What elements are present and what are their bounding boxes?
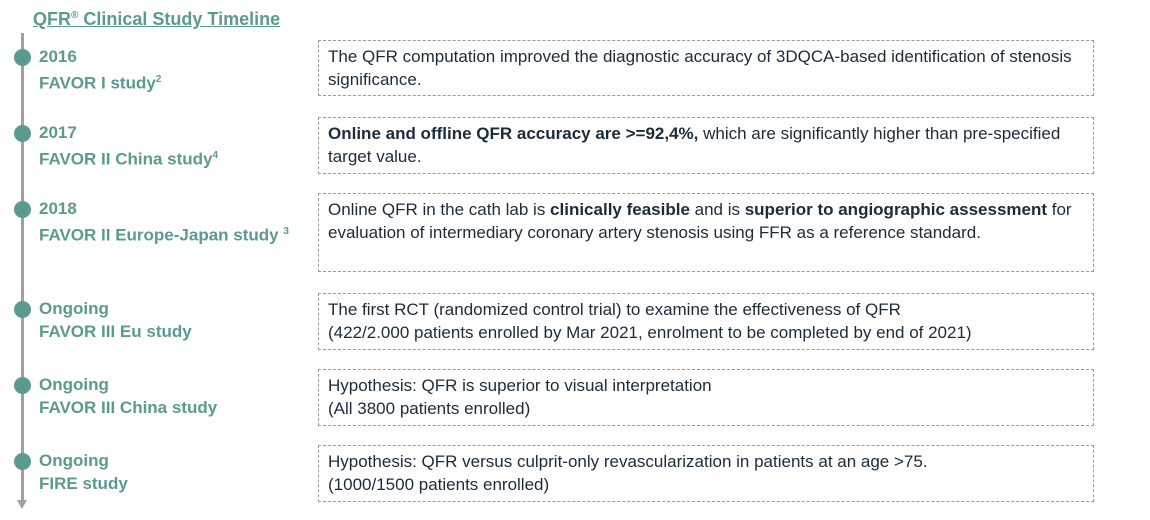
study-name: FAVOR II China study [39, 149, 213, 169]
timeline-dot [14, 301, 31, 318]
study-label: Ongoing FIRE study [39, 449, 128, 495]
title-rest: Clinical Study Timeline [78, 9, 281, 29]
timeline-arrow-icon [17, 500, 27, 509]
timeline-axis [21, 33, 24, 503]
study-label: 2016 FAVOR I study2 [39, 45, 161, 95]
desc-bold: Online and offline QFR accuracy are >=92… [328, 124, 699, 143]
study-description: Hypothesis: QFR is superior to visual in… [318, 369, 1094, 426]
desc-text: The first RCT (randomized control trial)… [328, 300, 901, 319]
desc-text: (1000/1500 patients enrolled) [328, 475, 550, 494]
study-label: Ongoing FAVOR III China study [39, 373, 217, 419]
study-description: Hypothesis: QFR versus culprit-only reva… [318, 445, 1094, 502]
study-name: FAVOR III Eu study [39, 322, 192, 341]
study-year: 2017 [39, 123, 77, 142]
study-label: Ongoing FAVOR III Eu study [39, 297, 192, 343]
study-year: Ongoing [39, 375, 109, 394]
study-label: 2018 FAVOR II Europe-Japan study 3 [39, 197, 289, 247]
study-year: 2016 [39, 47, 77, 66]
desc-text: and is [689, 200, 745, 219]
study-description: Online and offline QFR accuracy are >=92… [318, 117, 1094, 174]
desc-text: for evaluation of intermediary coronary … [328, 200, 1072, 242]
study-year: Ongoing [39, 451, 109, 470]
study-year: 2018 [39, 199, 77, 218]
desc-text: which are significantly higher than pre-… [328, 124, 1061, 166]
study-label: 2017 FAVOR II China study4 [39, 121, 218, 171]
timeline-dot [14, 49, 31, 66]
study-description: The QFR computation improved the diagnos… [318, 40, 1094, 96]
study-name: FAVOR I study [39, 73, 156, 93]
desc-text: (422/2.000 patients enrolled by Mar 2021… [328, 323, 972, 342]
study-ref: 4 [212, 150, 219, 161]
desc-bold: clinically feasible [550, 200, 690, 219]
study-ref: 3 [283, 226, 289, 237]
desc-bold: superior to angiographic assessment [744, 200, 1048, 219]
timeline-dot [14, 125, 31, 142]
page-title: QFR® Clinical Study Timeline [33, 9, 280, 30]
desc-text: The QFR computation improved the diagnos… [328, 47, 1072, 89]
desc-text: Online QFR in the cath lab is [328, 200, 551, 219]
registered-mark: ® [71, 10, 79, 21]
study-description: Online QFR in the cath lab is clinically… [318, 193, 1094, 272]
desc-text: Hypothesis: QFR versus culprit-only reva… [328, 452, 928, 471]
timeline-dot [14, 453, 31, 470]
timeline-dot [14, 201, 31, 218]
desc-text: Hypothesis: QFR is superior to visual in… [328, 376, 712, 395]
timeline-dot [14, 377, 31, 394]
study-name: FIRE study [39, 474, 128, 493]
study-year: Ongoing [39, 299, 109, 318]
study-description: The first RCT (randomized control trial)… [318, 293, 1094, 350]
study-ref: 2 [155, 74, 162, 85]
desc-text: (All 3800 patients enrolled) [328, 399, 531, 418]
study-name: FAVOR III China study [39, 398, 218, 417]
study-name: FAVOR II Europe-Japan study [39, 225, 284, 245]
title-text: QFR [33, 9, 71, 29]
